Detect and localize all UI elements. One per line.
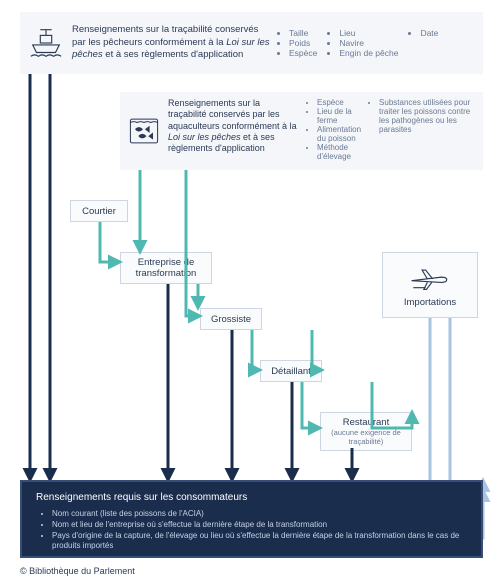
aquaculture-panel: Renseignements sur la traçabilité conser… (120, 92, 483, 170)
node-restaurant: Restaurant(aucune exigence de traçabilit… (320, 412, 412, 451)
copyright: © Bibliothèque du Parlement (20, 566, 135, 576)
consumer-panel: Renseignements requis sur les consommate… (20, 480, 483, 558)
imports-label: Importations (404, 297, 456, 308)
imports-panel: Importations (382, 252, 478, 318)
boat-icon (20, 24, 72, 62)
node-grossiste: Grossiste (200, 308, 262, 330)
aqua-bullets: EspèceLieu de la fermeAlimentation du po… (303, 92, 483, 170)
consumer-list: Nom courant (liste des poissons de l'ACI… (36, 509, 467, 552)
node-transformer: Entreprise de transformation (120, 252, 212, 284)
node-courtier: Courtier (70, 200, 128, 222)
consumer-title: Renseignements requis sur les consommate… (36, 492, 467, 503)
fishers-panel: Renseignements sur la traçabilité conser… (20, 12, 483, 74)
aqua-desc: Renseignements sur la traçabilité conser… (168, 92, 303, 170)
plane-icon (408, 263, 452, 293)
node-detaillant: Détaillant (260, 360, 322, 382)
fishers-desc: Renseignements sur la traçabilité conser… (72, 24, 277, 61)
fishers-bullets: TaillePoidsEspèceLieuNavireEngin de pêch… (277, 28, 483, 58)
fish-icon (120, 92, 168, 170)
